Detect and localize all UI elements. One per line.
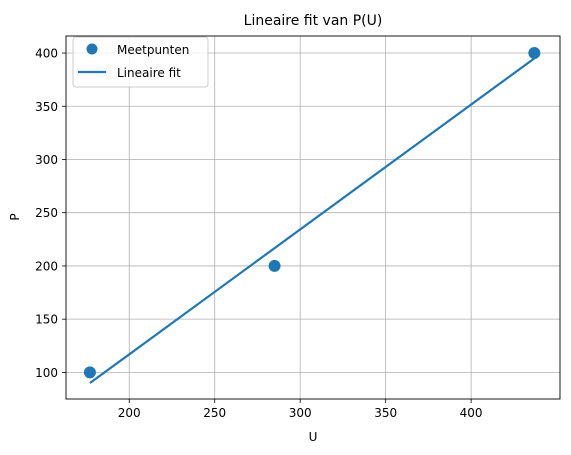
- y-tick-label: 250: [35, 206, 58, 220]
- data-point: [83, 366, 96, 379]
- x-axis-label: U: [309, 430, 318, 444]
- legend-marker-meetpunten: [86, 43, 98, 55]
- grid: [66, 36, 560, 399]
- points-layer: [83, 47, 541, 379]
- y-tick-label: 400: [35, 47, 58, 61]
- y-tick-label: 350: [35, 100, 58, 114]
- legend-label-meetpunten: Meetpunten: [117, 43, 189, 57]
- x-tick-label: 350: [374, 406, 397, 420]
- x-tick-label: 200: [118, 406, 141, 420]
- legend: Meetpunten Lineaire fit: [72, 36, 209, 88]
- legend-box: [72, 36, 209, 88]
- y-axis-label: P: [8, 213, 22, 220]
- data-point: [268, 259, 281, 272]
- y-tick-label: 100: [35, 366, 58, 380]
- x-ticks: 200 250 300 350 400: [118, 399, 483, 420]
- x-tick-label: 400: [460, 406, 483, 420]
- y-tick-label: 200: [35, 259, 58, 273]
- data-point: [528, 47, 541, 60]
- x-tick-label: 300: [289, 406, 312, 420]
- y-tick-label: 150: [35, 313, 58, 327]
- x-tick-label: 250: [203, 406, 226, 420]
- chart-title: Lineaire fit van P(U): [244, 13, 383, 29]
- fit-line: [89, 57, 536, 384]
- y-tick-label: 300: [35, 153, 58, 167]
- y-ticks: 100 150 200 250 300 350 400: [35, 47, 66, 380]
- fit-line-layer: [89, 57, 536, 384]
- legend-label-lineaire-fit: Lineaire fit: [117, 66, 181, 80]
- plot-area: [65, 35, 561, 400]
